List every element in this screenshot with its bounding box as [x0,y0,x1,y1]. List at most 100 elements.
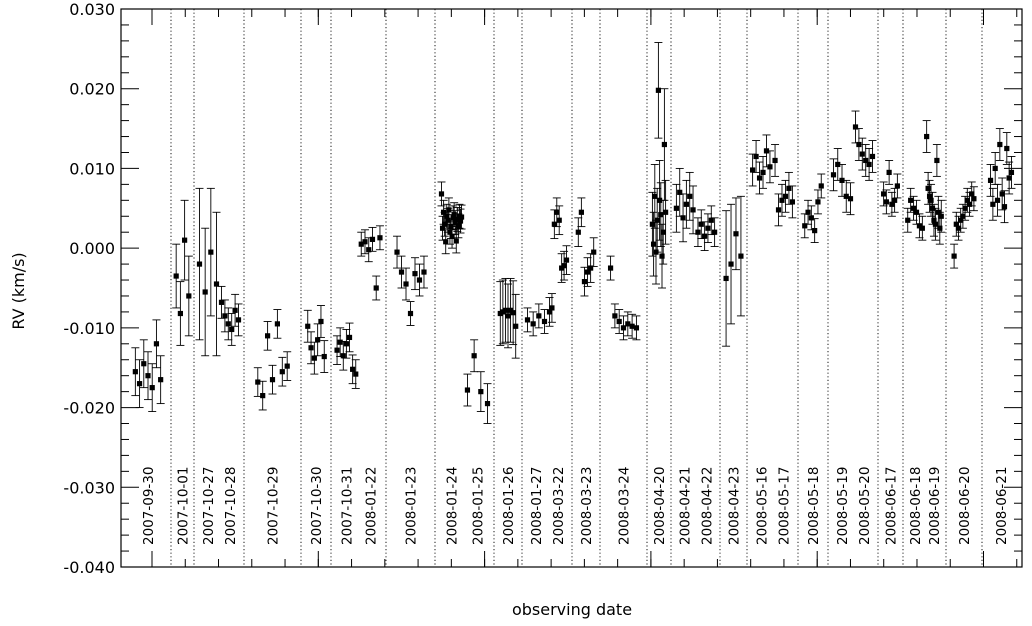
plot-frame [120,8,1023,568]
rv-point [158,377,164,383]
rv-point [916,223,923,229]
rv-point [966,201,973,207]
rv-point [654,217,660,223]
rv-point [366,247,372,253]
rv-point [353,371,359,377]
night-date-label: 2008-01-25 [470,467,486,545]
rv-point [969,191,975,197]
rv-point [843,193,849,199]
rv-point [830,172,837,178]
night-date-label: 2008-03-23 [579,467,595,545]
rv-point [274,321,280,327]
night-date-label: 2008-06-18 [908,467,924,545]
night-date-label: 2008-04-23 [727,467,743,545]
rv-point [908,197,914,203]
rv-point [255,379,261,385]
x-axis-ticks [151,9,1018,567]
night-date-labels: 2007-09-30 2007-10-01 2007-10-27 2007-10-28… [141,467,1010,545]
night-date-label: 2008-06-19 [927,467,943,545]
rv-point [305,323,311,329]
rv-point [513,323,519,329]
rv-point [549,305,555,311]
rv-point [229,326,235,333]
rv-point [453,238,459,244]
rv-point [738,253,744,259]
rv-point [620,325,627,331]
rv-point [563,257,570,263]
rv-point [712,229,718,235]
rv-point [938,213,944,219]
rv-point [218,299,225,305]
rv-point [728,261,734,267]
rv-point [449,233,455,239]
rv-point [767,164,773,170]
rv-point [698,221,704,227]
night-date-label: 2007-10-27 [201,467,217,545]
rv-point [373,285,379,291]
rv-point [421,269,427,275]
night-date-label: 2008-01-22 [364,467,380,545]
rv-point [815,199,821,205]
rv-point [591,249,597,255]
rv-point [442,221,448,227]
rv-point [394,249,400,255]
rv-point [960,213,966,219]
rv-point [690,207,696,213]
rv-point [321,353,327,360]
rv-point [561,263,567,269]
rv-point [1004,145,1010,152]
data-points [131,42,1016,424]
night-date-label: 2008-04-21 [678,467,694,545]
rv-point [905,217,911,223]
rv-point [999,191,1005,197]
night-date-label: 2008-06-17 [884,467,900,545]
rv-point [951,253,957,259]
y-axis-ticks: 0.030 0.020 0.010 0.000 -0.010 -0.020 -0.030 -0… [63,0,1022,577]
rv-point [362,239,368,245]
rv-point [852,124,859,130]
rv-point [687,193,693,199]
night-date-label: 2007-10-28 [223,467,239,545]
rv-point [994,197,1001,203]
rv-point [554,209,560,215]
y-tick-label: 0.010 [69,159,115,178]
rv-point [149,385,155,391]
rv-point [931,217,937,223]
rv-point [652,193,658,199]
rv-point [953,221,959,227]
rv-point [913,209,920,215]
rv-point [340,353,346,359]
rv-point [182,237,188,243]
rv-point [856,141,862,148]
rv-point [677,189,683,195]
rv-point [196,261,203,267]
rv-point [892,197,898,203]
rv-point [173,273,179,279]
rv-point [818,183,824,189]
rv-point [835,161,841,168]
rv-point [955,225,962,231]
rv-point [708,217,714,223]
rv-point [992,165,998,172]
rv-point [369,236,376,242]
rv-point [398,269,405,275]
rv-point [213,281,220,287]
rv-point [926,193,933,199]
rv-point [760,169,766,176]
rv-point [894,183,900,189]
rv-point [346,334,353,341]
rv-point [546,309,553,315]
rv-point [863,157,869,164]
rv-point [510,310,516,316]
rv-point [881,191,887,197]
rv-point [578,209,584,215]
rv-point [883,199,889,205]
rv-point [177,310,183,317]
rv-point [457,218,464,224]
rv-point [808,215,814,221]
rv-point [655,87,661,93]
night-date-label: 2008-05-18 [806,467,822,545]
rv-point [443,239,449,245]
rv-point [779,197,785,203]
rv-point [132,369,138,375]
